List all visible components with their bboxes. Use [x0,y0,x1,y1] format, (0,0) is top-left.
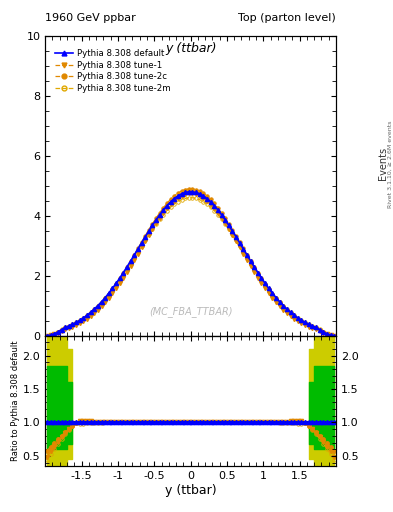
Pythia 8.308 default [219,211,224,218]
Pythia 8.308 tune-1 [223,220,228,226]
Pythia 8.308 default [303,319,307,326]
Pythia 8.308 default [234,234,239,240]
Pythia 8.308 tune-1 [219,215,224,221]
Pythia 8.308 tune-2c [219,210,224,216]
Line: Pythia 8.308 tune-1: Pythia 8.308 tune-1 [45,191,336,338]
Pythia 8.308 tune-2c [303,320,307,326]
Pythia 8.308 tune-2m [244,254,249,260]
Pythia 8.308 tune-2c [186,186,191,192]
X-axis label: y (ttbar): y (ttbar) [165,483,217,497]
Pythia 8.308 default [223,217,228,223]
Pythia 8.308 tune-1 [234,238,239,244]
Pythia 8.308 tune-2c [244,251,249,258]
Pythia 8.308 default [244,252,249,258]
Y-axis label: Ratio to Pythia 8.308 default: Ratio to Pythia 8.308 default [11,340,20,461]
Text: y (ttbar): y (ttbar) [165,42,217,55]
Pythia 8.308 tune-2m [234,237,239,243]
Pythia 8.308 tune-1 [45,332,50,338]
Pythia 8.308 tune-2c [234,233,239,239]
Text: 1960 GeV ppbar: 1960 GeV ppbar [45,13,136,23]
Legend: Pythia 8.308 default, Pythia 8.308 tune-1, Pythia 8.308 tune-2c, Pythia 8.308 tu: Pythia 8.308 default, Pythia 8.308 tune-… [55,49,171,93]
Pythia 8.308 default [172,196,176,202]
Pythia 8.308 tune-2m [45,332,50,338]
Pythia 8.308 default [45,332,50,338]
Text: Events: Events [378,147,388,180]
Pythia 8.308 tune-2c [45,332,50,338]
Text: Top (parton level): Top (parton level) [238,13,336,23]
Pythia 8.308 tune-2m [172,201,176,207]
Pythia 8.308 tune-2c [172,193,176,199]
Pythia 8.308 tune-2m [303,319,307,325]
Text: Rivet 3.1.10, ≥ 2.6M events: Rivet 3.1.10, ≥ 2.6M events [387,120,392,207]
Pythia 8.308 default [332,332,336,338]
Pythia 8.308 tune-2m [332,332,336,338]
Line: Pythia 8.308 default: Pythia 8.308 default [45,190,336,338]
Pythia 8.308 tune-1 [332,332,336,338]
Pythia 8.308 tune-2m [223,221,228,227]
Line: Pythia 8.308 tune-2m: Pythia 8.308 tune-2m [45,196,336,337]
Pythia 8.308 tune-2c [223,215,228,221]
Pythia 8.308 tune-1 [186,190,191,197]
Pythia 8.308 tune-2m [219,216,224,222]
Pythia 8.308 tune-2m [186,195,191,201]
Pythia 8.308 tune-1 [172,198,176,204]
Line: Pythia 8.308 tune-2c: Pythia 8.308 tune-2c [45,187,336,337]
Pythia 8.308 tune-1 [303,322,307,328]
Pythia 8.308 tune-1 [244,257,249,263]
Text: (MC_FBA_TTBAR): (MC_FBA_TTBAR) [149,306,232,317]
Pythia 8.308 default [186,189,191,195]
Pythia 8.308 tune-2c [332,332,336,338]
